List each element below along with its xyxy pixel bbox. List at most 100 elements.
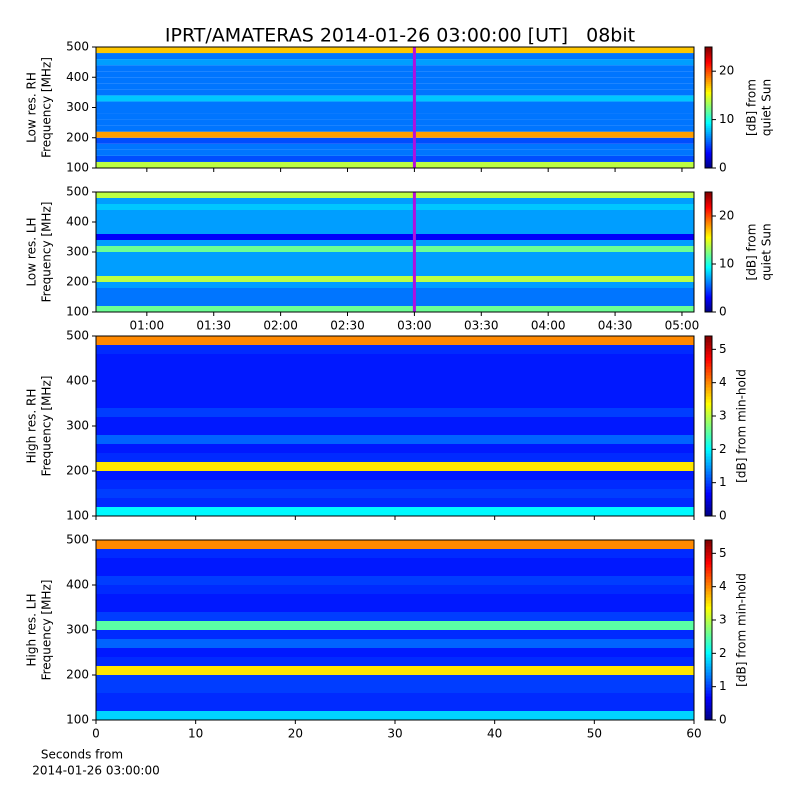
colorbar-swatch — [705, 432, 712, 436]
heat-cell — [96, 540, 694, 549]
colorbar-tick-label: 1 — [719, 475, 727, 489]
colorbar-swatch — [705, 411, 712, 415]
colorbar-swatch — [705, 216, 712, 219]
x-tick-label: 10 — [188, 727, 203, 741]
colorbar-tick-label: 3 — [719, 613, 727, 627]
heat-cell — [96, 336, 694, 345]
heat-cell — [96, 549, 694, 558]
colorbar-swatch — [705, 498, 712, 502]
heat-cell — [96, 107, 694, 114]
colorbar-tick-label: 4 — [719, 579, 727, 593]
heat-cell — [96, 83, 694, 90]
colorbar-swatch — [705, 210, 712, 213]
x-tick-label: 01:30 — [196, 319, 231, 333]
heat-cell — [96, 711, 694, 720]
colorbar-swatch — [705, 228, 712, 231]
colorbar-swatch — [705, 381, 712, 385]
colorbar-swatch — [705, 240, 712, 243]
colorbar-swatch — [705, 441, 712, 445]
colorbar-swatch — [705, 242, 712, 245]
y-tick-label: 200 — [66, 668, 89, 682]
colorbar-swatch — [705, 220, 712, 223]
colorbar-swatch — [705, 375, 712, 379]
colorbar-tick-label: 0 — [719, 713, 727, 727]
heat-cell — [96, 372, 694, 381]
colorbar-swatch — [705, 272, 712, 275]
colorbar-swatch — [705, 504, 712, 508]
heat-cell — [96, 576, 694, 585]
heat-cell — [96, 399, 694, 408]
colorbar-swatch — [705, 224, 712, 227]
colorbar-swatch — [705, 129, 712, 133]
colorbar-label: [dB] from — [745, 79, 759, 136]
heat-cell — [96, 489, 694, 498]
colorbar-swatch — [705, 200, 712, 203]
colorbar-swatch — [705, 675, 712, 679]
colorbar-swatch — [705, 252, 712, 255]
colorbar-swatch — [705, 393, 712, 397]
colorbar-swatch — [705, 268, 712, 271]
colorbar-swatch — [705, 117, 712, 121]
heat-cell — [96, 155, 694, 162]
heat-cell — [96, 453, 694, 462]
heat-cell — [96, 603, 694, 612]
heat-cell — [96, 228, 694, 234]
colorbar-swatch — [705, 414, 712, 418]
heat-cell — [96, 65, 694, 72]
colorbar-swatch — [705, 270, 712, 273]
x-tick-label: 01:00 — [130, 319, 165, 333]
heat-cell — [96, 702, 694, 711]
y-tick-label: 500 — [66, 533, 89, 547]
colorbar-swatch — [705, 555, 712, 559]
heat-cell — [96, 77, 694, 84]
colorbar-swatch — [705, 462, 712, 466]
y-tick-label: 200 — [66, 464, 89, 478]
colorbar-swatch — [705, 591, 712, 595]
colorbar-swatch — [705, 250, 712, 253]
colorbar-swatch — [705, 244, 712, 247]
colorbar-swatch — [705, 67, 712, 70]
colorbar-swatch — [705, 672, 712, 676]
heat-cell — [96, 630, 694, 639]
heat-cell — [96, 288, 694, 294]
colorbar-swatch — [705, 348, 712, 352]
heat-cell — [96, 675, 694, 684]
heat-cell — [96, 149, 694, 156]
colorbar-swatch — [705, 258, 712, 261]
x-tick-label: 20 — [288, 727, 303, 741]
colorbar-swatch — [705, 310, 712, 313]
heat-cell — [96, 131, 694, 138]
colorbar-swatch — [705, 163, 712, 167]
colorbar-swatch — [705, 657, 712, 661]
heat-cell — [96, 390, 694, 399]
colorbar-swatch — [705, 684, 712, 688]
heat-cell — [96, 657, 694, 666]
colorbar-swatch — [705, 660, 712, 664]
colorbar-swatch — [705, 573, 712, 577]
x-tick-label: 02:30 — [330, 319, 365, 333]
colorbar-tick-label: 20 — [719, 209, 734, 223]
colorbar-swatch — [705, 218, 712, 221]
colorbar-swatch — [705, 372, 712, 376]
colorbar-swatch — [705, 561, 712, 565]
colorbar-swatch — [705, 600, 712, 604]
x-tick-label: 04:30 — [598, 319, 633, 333]
colorbar-swatch — [705, 75, 712, 78]
colorbar-swatch — [705, 63, 712, 66]
colorbar-swatch — [705, 687, 712, 691]
colorbar-swatch — [705, 53, 712, 56]
colorbar-swatch — [705, 139, 712, 143]
heat-cell — [96, 426, 694, 435]
colorbar-swatch — [705, 59, 712, 62]
colorbar-swatch — [705, 264, 712, 267]
heat-cell — [96, 240, 694, 246]
colorbar-swatch — [705, 495, 712, 499]
colorbar-tick-label: 20 — [719, 64, 734, 78]
colorbar-swatch — [705, 254, 712, 257]
colorbar-swatch — [705, 192, 712, 195]
colorbar-swatch — [705, 405, 712, 409]
colorbar-swatch — [705, 489, 712, 493]
x-axis-label: Seconds from — [41, 748, 123, 762]
colorbar-swatch — [705, 585, 712, 589]
colorbar-swatch — [705, 597, 712, 601]
